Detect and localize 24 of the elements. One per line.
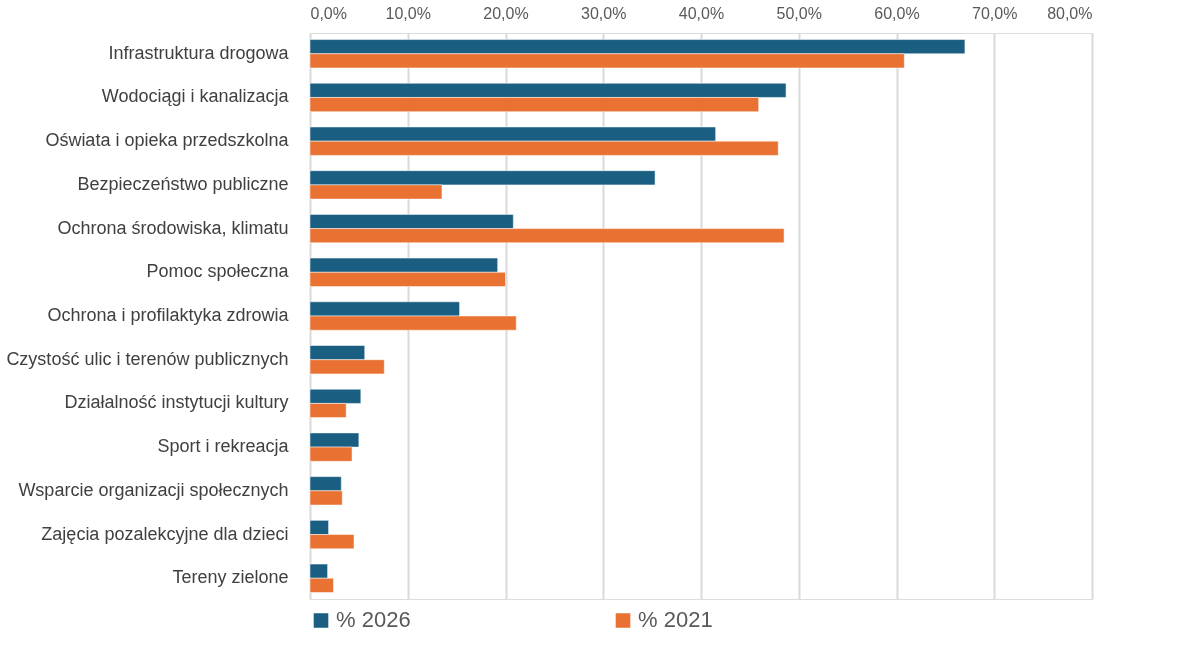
legend-label: % 2026 bbox=[336, 607, 411, 633]
x-tick-label: 70,0% bbox=[972, 4, 1018, 22]
y-tick-label: Pomoc społeczna bbox=[146, 261, 290, 282]
x-tick-label: 10,0% bbox=[385, 4, 431, 22]
y-tick-label: Tereny zielone bbox=[172, 567, 289, 588]
x-tick-label: 30,0% bbox=[581, 4, 627, 22]
x-tick-label: 80,0% bbox=[1047, 4, 1093, 22]
y-tick-label: Infrastruktura drogowa bbox=[108, 42, 290, 63]
x-tick-label: 40,0% bbox=[678, 4, 725, 22]
x-tick-label: 0,0% bbox=[310, 4, 347, 22]
x-tick-label: 50,0% bbox=[776, 4, 822, 22]
x-tick-label: 20,0% bbox=[483, 4, 529, 22]
y-tick-label: Ochrona i profilaktyka zdrowia bbox=[47, 305, 290, 325]
y-tick-label: Bezpieczeństwo publiczne bbox=[77, 173, 289, 194]
y-tick-label: Wsparcie organizacji społecznych bbox=[18, 479, 289, 500]
y-tick-label: Oświata i opieka przedszkolna bbox=[45, 130, 290, 151]
x-tick-label: 60,0% bbox=[874, 4, 920, 22]
y-tick-label: Czystość ulic i terenów publicznych bbox=[6, 348, 289, 369]
y-tick-label: Sport i rekreacja bbox=[157, 436, 290, 457]
legend-label: % 2021 bbox=[638, 607, 713, 633]
y-tick-label: Zajęcia pozalekcyjne dla dzieci bbox=[41, 523, 289, 544]
y-tick-label: Wodociągi i kanalizacja bbox=[101, 86, 290, 107]
y-tick-label: Ochrona środowiska, klimatu bbox=[57, 217, 289, 238]
y-tick-label: Działalność instytucji kultury bbox=[64, 392, 289, 413]
